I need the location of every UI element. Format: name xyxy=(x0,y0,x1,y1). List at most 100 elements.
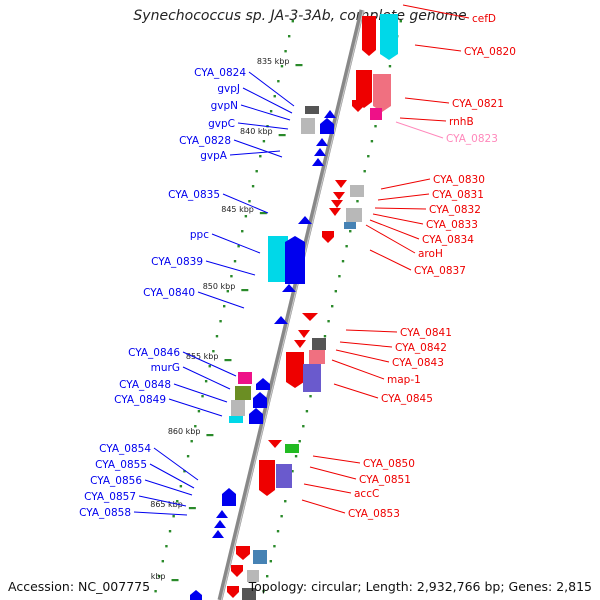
reverse-gene-label: CYA_0843 xyxy=(392,357,444,369)
reverse-label-leader xyxy=(345,329,398,333)
forward-label-leader xyxy=(197,291,245,309)
reverse-label-leader xyxy=(374,207,427,210)
ruler-dot-left xyxy=(172,515,175,518)
reverse-label-leader xyxy=(309,466,357,480)
ruler-dot-left xyxy=(208,365,211,368)
reverse-gene-label: aroH xyxy=(418,248,443,260)
ruler-dot-left xyxy=(226,290,230,293)
forward-label-leader xyxy=(144,479,193,496)
forward-gene-glyph xyxy=(301,118,315,134)
forward-label-leader xyxy=(205,260,256,276)
forward-gene-label: gvpJ xyxy=(217,83,240,95)
scale-tick xyxy=(206,434,214,437)
forward-label-leader xyxy=(133,511,188,516)
reverse-gene-glyph xyxy=(298,330,310,338)
ruler-dot-left xyxy=(269,110,273,113)
ruler-dot-left xyxy=(233,260,237,263)
ruler-dot-left xyxy=(219,320,222,323)
forward-gene-glyph xyxy=(231,400,245,416)
forward-gene-label: CYA_0840 xyxy=(143,287,195,299)
reverse-gene-label: accC xyxy=(354,488,379,500)
reverse-gene-label: CYA_0823 xyxy=(446,133,498,145)
reverse-gene-glyph xyxy=(356,70,372,108)
reverse-label-leader xyxy=(414,44,462,52)
reverse-gene-glyph xyxy=(346,208,362,222)
forward-gene-glyph xyxy=(190,590,202,600)
forward-gene-label: gvpA xyxy=(200,150,228,162)
forward-gene-label: CYA_0839 xyxy=(151,256,203,268)
ruler-dot-left xyxy=(215,335,219,338)
reverse-gene-glyph xyxy=(329,208,341,216)
reverse-label-leader xyxy=(331,359,385,380)
scale-label: 860 kbp xyxy=(168,427,201,436)
reverse-label-leader xyxy=(380,178,431,190)
reverse-gene-glyph xyxy=(276,464,292,488)
reverse-gene-label: CYA_0820 xyxy=(464,46,516,58)
ruler-dot-right xyxy=(388,65,392,68)
forward-gene-label: CYA_0857 xyxy=(84,491,136,503)
reverse-gene-glyph xyxy=(302,313,318,321)
reverse-label-leader xyxy=(365,224,416,254)
forward-gene-glyph xyxy=(212,530,224,538)
ruler-dot-right xyxy=(323,335,327,338)
reverse-gene-glyph xyxy=(285,444,299,453)
forward-label-leader xyxy=(229,150,281,156)
ruler-dot-left xyxy=(222,305,226,308)
ruler-dot-left xyxy=(201,395,204,398)
reverse-gene-glyph xyxy=(247,570,259,582)
reverse-gene-glyph xyxy=(268,440,282,448)
forward-gene-glyph xyxy=(253,392,267,408)
reverse-gene-glyph xyxy=(259,460,275,496)
reverse-gene-glyph xyxy=(333,192,345,200)
ruler-dot-right xyxy=(302,425,305,428)
forward-gene-label: CYA_0835 xyxy=(168,189,220,201)
ruler-dot-right xyxy=(363,170,366,173)
reverse-gene-glyph xyxy=(344,222,356,229)
scale-tick xyxy=(224,359,232,362)
ruler-dot-left xyxy=(230,275,233,278)
forward-label-leader xyxy=(182,366,231,390)
accession-label: Accession: NC_007775 xyxy=(8,579,151,594)
ruler-dot-left xyxy=(251,185,255,188)
forward-gene-label: CYA_0848 xyxy=(119,379,171,391)
forward-label-leader xyxy=(222,193,269,214)
ruler-dot-left xyxy=(165,545,168,548)
ruler-dot-right xyxy=(305,410,309,413)
reverse-gene-label: CYA_0841 xyxy=(400,327,452,339)
reverse-gene-label: map-1 xyxy=(387,374,421,386)
ruler-dot-left xyxy=(197,410,201,413)
forward-gene-label: CYA_0858 xyxy=(79,507,131,519)
ruler-dot-right xyxy=(334,290,338,293)
ruler-dot-left xyxy=(168,530,172,533)
ruler-dot-left xyxy=(280,65,284,68)
ruler-dot-left xyxy=(158,575,161,578)
reverse-label-leader xyxy=(369,219,420,240)
ruler-dot-right xyxy=(345,245,348,248)
reverse-gene-glyph xyxy=(312,338,326,350)
ruler-dot-left xyxy=(244,215,248,218)
ruler-dot-left xyxy=(241,230,244,233)
forward-gene-label: CYA_0849 xyxy=(114,394,166,406)
reverse-gene-glyph xyxy=(286,352,304,388)
ruler-dot-right xyxy=(349,230,352,233)
ruler-dot-left xyxy=(237,245,240,248)
reverse-label-leader xyxy=(402,4,470,19)
scale-tick xyxy=(295,64,303,67)
ruler-dot-right xyxy=(356,200,359,203)
reverse-gene-glyph xyxy=(331,200,343,208)
reverse-label-leader xyxy=(395,121,444,139)
ruler-dot-left xyxy=(190,440,193,443)
ruler-dot-right xyxy=(399,20,402,23)
reverse-gene-glyph xyxy=(242,588,256,600)
ruler-dot-right xyxy=(367,155,370,158)
forward-label-leader xyxy=(173,383,228,403)
forward-gene-glyph xyxy=(316,138,328,146)
reverse-label-leader xyxy=(303,483,352,494)
reverse-label-leader xyxy=(301,499,346,514)
forward-gene-label: CYA_0846 xyxy=(128,347,180,359)
ruler-dot-left xyxy=(277,80,280,83)
forward-gene-glyph xyxy=(282,284,296,292)
reverse-gene-glyph xyxy=(253,550,267,564)
topology-summary: Topology: circular; Length: 2,932,766 bp… xyxy=(248,579,592,594)
